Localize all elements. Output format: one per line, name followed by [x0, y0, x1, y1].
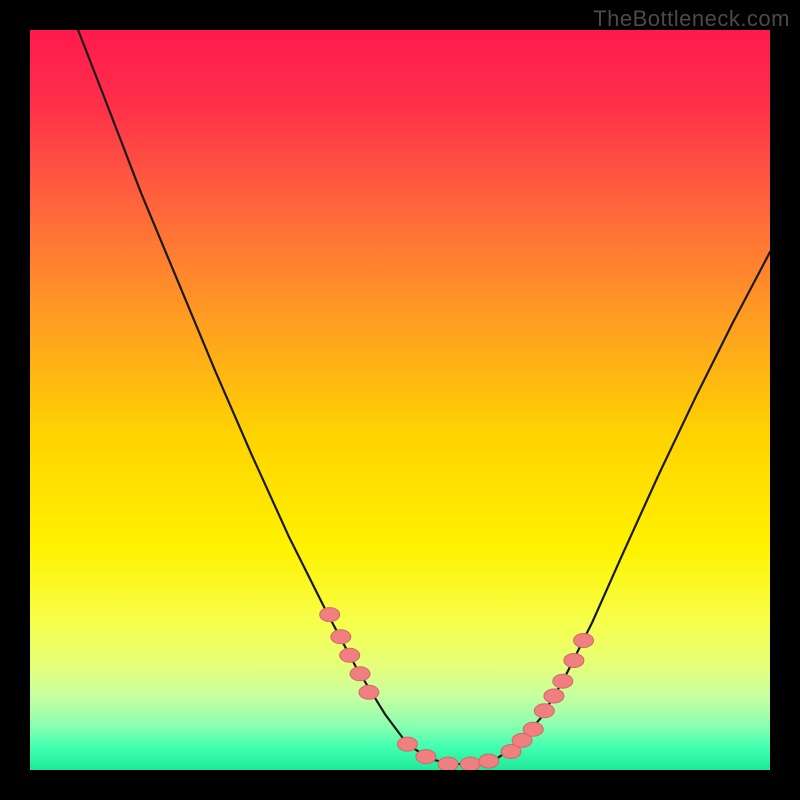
curve-marker	[397, 737, 417, 751]
curve-marker	[438, 757, 458, 770]
curve-marker	[359, 685, 379, 699]
curve-marker	[479, 754, 499, 768]
plot-area	[30, 30, 770, 770]
curve-marker	[574, 634, 594, 648]
bottleneck-curve	[78, 30, 770, 764]
curve-layer	[30, 30, 770, 770]
curve-marker	[350, 667, 370, 681]
curve-marker	[340, 648, 360, 662]
curve-marker	[331, 630, 351, 644]
curve-markers	[320, 608, 594, 770]
chart-container: TheBottleneck.com	[0, 0, 800, 800]
curve-marker	[534, 704, 554, 718]
curve-marker	[320, 608, 340, 622]
watermark-text: TheBottleneck.com	[593, 6, 790, 32]
curve-marker	[523, 722, 543, 736]
curve-marker	[460, 757, 480, 770]
curve-marker	[553, 674, 573, 688]
curve-marker	[564, 653, 584, 667]
curve-marker	[544, 689, 564, 703]
curve-marker	[416, 750, 436, 764]
